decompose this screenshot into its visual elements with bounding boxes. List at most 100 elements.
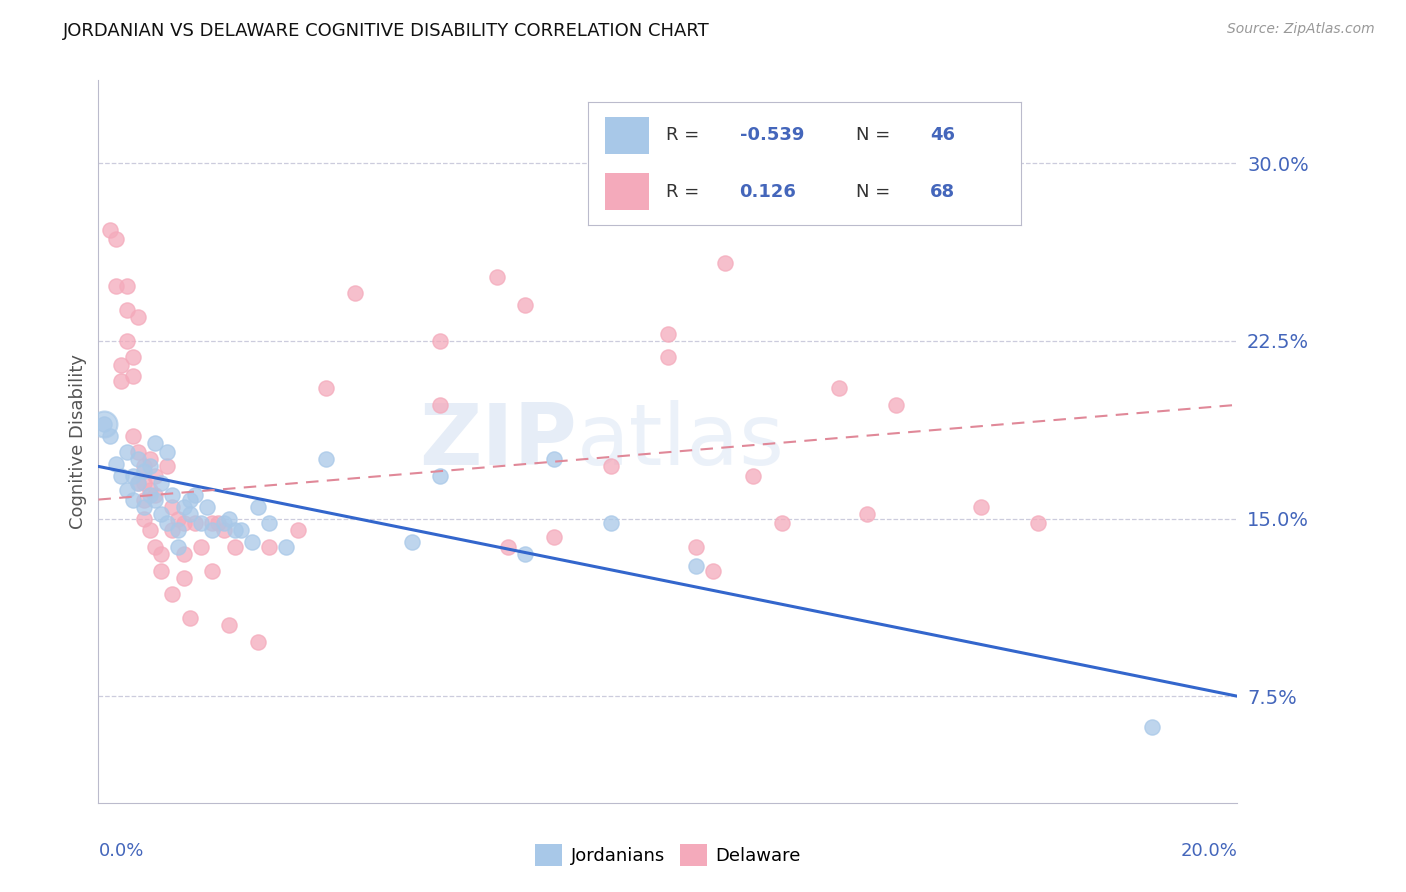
Point [702,564,724,578]
Point [162,587,184,601]
Text: JORDANIAN VS DELAWARE COGNITIVE DISABILITY CORRELATION CHART: JORDANIAN VS DELAWARE COGNITIVE DISABILI… [63,22,710,40]
Point [93,417,115,431]
Point [429,334,451,348]
Point [770,516,793,531]
Point [287,524,309,538]
Point [145,469,167,483]
Point [138,452,160,467]
Point [184,488,207,502]
Point [657,326,679,341]
Point [229,524,252,538]
Point [190,540,212,554]
Point [315,452,337,467]
Point [259,516,281,531]
Point [145,540,167,554]
Point [156,459,179,474]
Point [162,524,184,538]
Point [138,488,160,502]
Text: atlas: atlas [576,400,785,483]
Point [190,516,212,531]
Point [121,469,143,483]
Point [127,452,149,467]
Point [498,540,520,554]
Point [156,516,179,531]
Point [856,507,879,521]
Point [127,310,149,325]
Point [132,511,155,525]
Text: 20.0%: 20.0% [1181,842,1237,860]
Point [150,475,173,490]
Point [315,381,337,395]
Point [212,516,235,531]
Point [132,459,155,474]
Point [173,500,195,514]
Point [515,298,537,312]
Point [110,358,132,372]
Point [173,516,195,531]
Point [150,564,173,578]
Point [201,516,224,531]
Point [173,571,195,585]
Point [212,524,235,538]
Point [115,334,138,348]
Point [201,524,224,538]
Point [240,535,263,549]
Point [127,445,149,459]
Point [259,540,281,554]
Point [167,540,190,554]
Point [115,279,138,293]
Point [184,516,207,531]
Point [127,475,149,490]
Text: ZIP: ZIP [419,400,576,483]
Point [167,511,190,525]
Point [110,374,132,388]
Point [145,492,167,507]
Point [515,547,537,561]
Point [138,483,160,497]
Point [884,398,907,412]
Point [162,488,184,502]
Point [132,500,155,514]
Point [156,445,179,459]
Point [600,516,623,531]
Point [224,540,246,554]
Point [201,564,224,578]
Point [167,524,190,538]
Point [657,351,679,365]
Point [138,459,160,474]
Point [246,500,269,514]
Point [179,492,201,507]
Legend: Jordanians, Delaware: Jordanians, Delaware [527,837,808,873]
Point [543,452,565,467]
Text: 0.0%: 0.0% [98,842,143,860]
Point [132,492,155,507]
Point [343,286,366,301]
Point [429,469,451,483]
Point [138,524,160,538]
Point [121,428,143,442]
Point [121,369,143,384]
Point [145,435,167,450]
Point [612,132,634,146]
Point [93,417,115,431]
Point [1026,516,1049,531]
Point [276,540,298,554]
Point [121,351,143,365]
Point [600,459,623,474]
Point [98,222,121,236]
Point [218,618,240,632]
Point [246,634,269,648]
Point [429,398,451,412]
Point [162,500,184,514]
Point [127,475,149,490]
Point [104,279,127,293]
Point [98,428,121,442]
Text: Source: ZipAtlas.com: Source: ZipAtlas.com [1227,22,1375,37]
Point [195,500,218,514]
Point [714,255,737,269]
Point [104,457,127,471]
Point [224,524,246,538]
Point [179,611,201,625]
Point [486,269,509,284]
Point [543,531,565,545]
